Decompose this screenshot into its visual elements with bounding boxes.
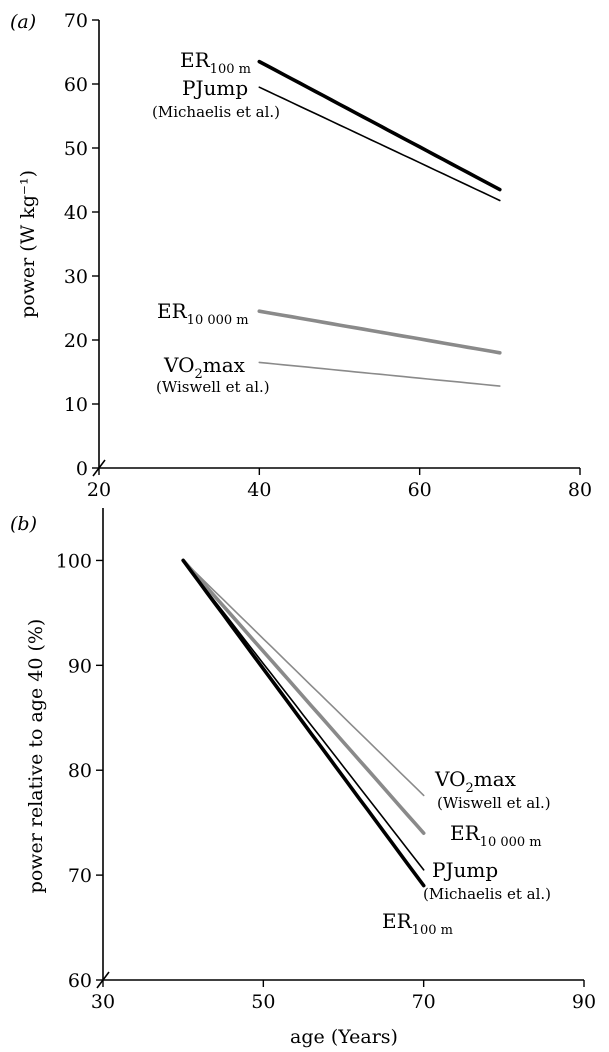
panel-b-label-pjump: PJump: [432, 858, 498, 882]
panel-b-label-er100: ER100 m: [382, 909, 453, 938]
panel-b-label-pjump-cite: (Michaelis et al.): [423, 885, 551, 903]
panel-b: (b) 60 70 80 90 100 30 50 70 90 power relative …: [10, 508, 596, 1048]
panel-a-label: (a): [10, 11, 36, 33]
panel-a-series-line-3: [258, 361, 501, 387]
panel-b-x-tick-label-1: 50: [251, 991, 275, 1013]
panel-b-y-tick-label-0: 60: [68, 970, 92, 992]
panel-a-series-line-0: [257, 59, 502, 192]
panel-b-x-tick-label-0: 30: [91, 991, 115, 1013]
panel-b-label-vo2max: VO2max: [434, 767, 517, 796]
panel-a-x-ticks: 20 40 60 80: [87, 468, 592, 501]
panel-b-y-tick-label-1: 70: [68, 865, 92, 887]
panel-a-x-tick-label-2: 60: [408, 479, 432, 501]
panel-a-y-tick-label-2: 20: [64, 330, 88, 352]
panel-a-y-tick-label-1: 10: [64, 394, 88, 416]
panel-a-y-axis-title: power (W kg⁻¹): [17, 170, 39, 318]
panel-b-label-vo2max-cite: (Wiswell et al.): [437, 794, 551, 812]
panel-b-series-line-0: [182, 559, 425, 797]
panel-b-y-tick-label-2: 80: [68, 760, 92, 782]
panel-b-y-tick-label-3: 90: [68, 655, 92, 677]
panel-b-label: (b): [10, 513, 37, 535]
panel-a-label-er10000: ER10 000 m: [157, 299, 249, 328]
panel-a-label-pjump-cite: (Michaelis et al.): [152, 103, 280, 121]
panel-a-y-tick-label-4: 40: [64, 202, 88, 224]
panel-b-x-ticks: 30 50 70 90: [91, 980, 596, 1013]
panel-a-y-tick-label-0: 0: [76, 458, 88, 480]
panel-b-series-line-1: [181, 558, 426, 836]
panel-a-y-tick-label-6: 60: [64, 74, 88, 96]
panel-b-series-line-3: [181, 558, 426, 888]
panel-a-series-line-1: [258, 86, 501, 202]
panel-b-x-axis-title: age (Years): [290, 1026, 398, 1048]
panel-a-y-tick-label-3: 30: [64, 266, 88, 288]
panel-a: (a) 0 10 20 30 40 50 60 70 20 40 60 80 power (W kg…: [10, 10, 592, 501]
panel-a-x-tick-label-3: 80: [568, 479, 592, 501]
panel-b-y-ticks: 60 70 80 90 100: [56, 550, 103, 992]
panel-a-label-er100: ER100 m: [180, 48, 251, 77]
panel-b-series: [181, 558, 426, 888]
panel-a-label-vo2max: VO2max: [163, 353, 246, 382]
panel-b-y-axis-title: power relative to age 40 (%): [25, 619, 47, 894]
panel-b-x-tick-label-3: 90: [572, 991, 596, 1013]
panel-a-y-tick-label-7: 70: [64, 10, 88, 32]
panel-a-x-tick-label-1: 40: [247, 479, 271, 501]
panel-b-y-tick-label-4: 100: [56, 550, 92, 572]
panel-a-label-vo2max-cite: (Wiswell et al.): [156, 378, 270, 396]
panel-a-x-tick-label-0: 20: [87, 479, 111, 501]
panel-a-series-line-2: [257, 309, 502, 355]
panel-a-label-pjump: PJump: [182, 76, 248, 100]
panel-a-series: [257, 59, 502, 387]
panel-b-x-tick-label-2: 70: [412, 991, 436, 1013]
panel-b-label-er10000: ER10 000 m: [450, 821, 542, 850]
panel-a-y-tick-label-5: 50: [64, 138, 88, 160]
panel-a-y-ticks: 0 10 20 30 40 50 60 70: [64, 10, 99, 480]
